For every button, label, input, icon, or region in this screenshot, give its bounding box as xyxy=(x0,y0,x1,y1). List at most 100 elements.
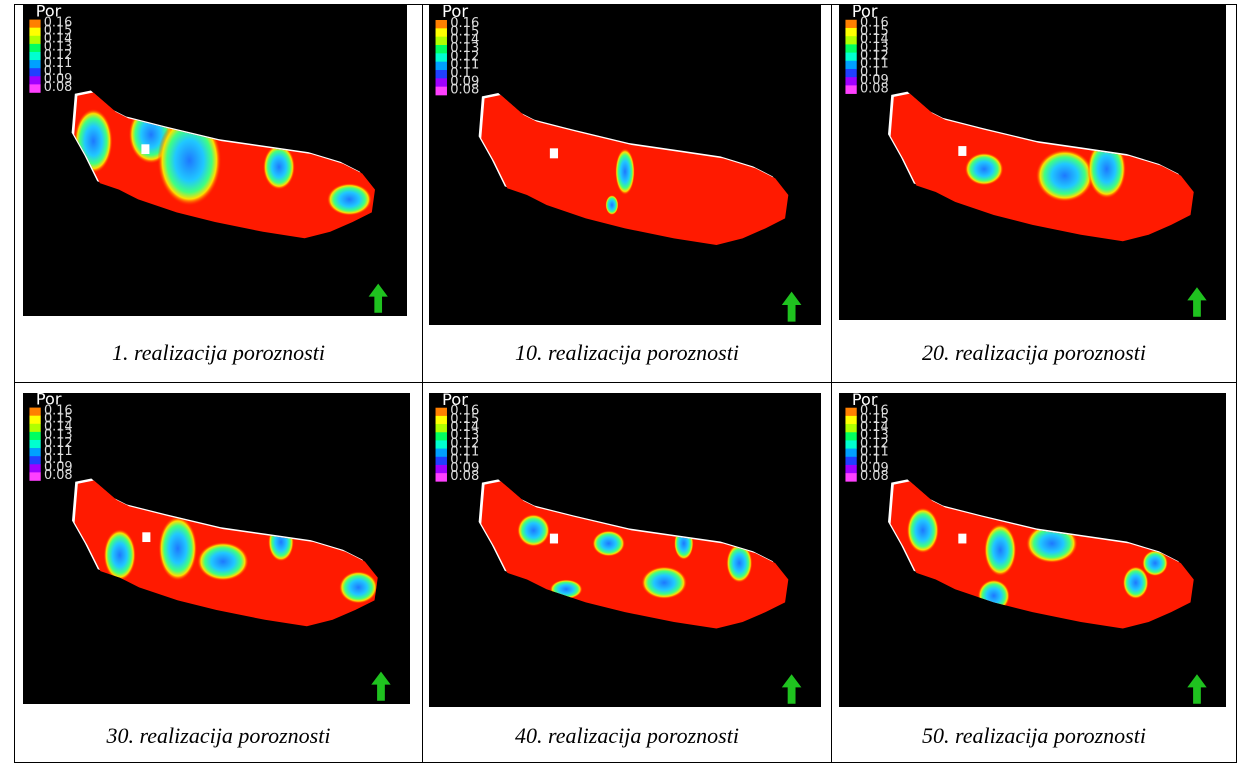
porosity-blob xyxy=(74,108,113,174)
realizations-table: Por 0.16 0.15 0.14 0.13 0.12 0.11 0.1 0.09 0.08 1… xyxy=(14,4,1237,763)
legend-tick: 0.14 xyxy=(44,32,72,47)
legend-tick: 0.13 xyxy=(860,428,889,443)
porosity-map-6: Por 0.16 0.15 0.14 0.13 0.12 0.11 0.1 0.09 0.08 xyxy=(839,393,1226,707)
legend-title: Por xyxy=(36,5,62,21)
caption-2: 10. realizacija poroznosti xyxy=(515,340,739,365)
porosity-blob xyxy=(592,530,625,557)
porosity-blob xyxy=(641,566,688,600)
legend-tick: 0.09 xyxy=(860,461,889,476)
north-arrow-icon xyxy=(1187,674,1207,704)
porosity-blob xyxy=(1180,152,1194,173)
north-arrow-icon xyxy=(781,291,802,322)
well-marker xyxy=(958,533,967,544)
legend-tick: 0.16 xyxy=(860,16,889,31)
legend-tick: 0.08 xyxy=(450,469,479,484)
legend-tick: 0.11 xyxy=(44,56,72,71)
legend-tick: 0.15 xyxy=(450,412,479,427)
legend-tick: 0.12 xyxy=(44,436,73,451)
reservoir-body xyxy=(481,95,789,245)
porosity-blob xyxy=(964,152,1004,186)
north-arrow-icon xyxy=(368,283,388,313)
porosity-map-4: Por 0.16 0.15 0.14 0.13 0.12 0.11 0.1 0.09 0.08 xyxy=(23,393,410,704)
legend-tick: 0.1 xyxy=(450,66,471,81)
porosity-blob xyxy=(984,523,1017,577)
porosity-blob xyxy=(1142,550,1168,577)
legend-tick: 0.11 xyxy=(44,444,73,459)
legend-tick: 0.1 xyxy=(44,64,64,79)
porosity-map-5: Por 0.16 0.15 0.14 0.13 0.12 0.11 0.1 0.09 0.08 xyxy=(429,393,821,707)
legend-tick: 0.15 xyxy=(44,411,73,426)
porosity-blob xyxy=(906,507,939,554)
panel-cell-4: Por 0.16 0.15 0.14 0.13 0.12 0.11 0.1 0.09 0.08 3… xyxy=(14,382,423,763)
legend-tick: 0.1 xyxy=(44,452,64,467)
well-marker xyxy=(549,533,559,544)
panel-cell-2: Por 0.16 0.15 0.14 0.13 0.12 0.11 0.1 0.09 0.08 1… xyxy=(422,4,832,383)
legend-tick: 0.15 xyxy=(450,24,479,39)
north-arrow-icon xyxy=(781,674,802,704)
panel-cell-1: Por 0.16 0.15 0.14 0.13 0.12 0.11 0.1 0.09 0.08 1… xyxy=(14,4,423,383)
porosity-blob xyxy=(517,514,550,547)
legend-tick: 0.11 xyxy=(450,58,479,73)
porosity-blob xyxy=(1122,566,1149,600)
caption-5: 40. realizacija poroznosti xyxy=(515,723,739,748)
porosity-blob xyxy=(1035,149,1094,202)
legend-tick: 0.09 xyxy=(44,72,72,87)
north-arrow-icon xyxy=(371,671,391,701)
panel-cell-5: Por 0.16 0.15 0.14 0.13 0.12 0.11 0.1 0.09 0.08 4… xyxy=(422,382,832,763)
legend-tick: 0.14 xyxy=(860,420,889,435)
north-arrow-icon xyxy=(1187,287,1207,317)
legend-tick: 0.16 xyxy=(450,16,479,31)
porosity-blob xyxy=(103,529,136,581)
legend-tick: 0.12 xyxy=(44,48,72,63)
legend-tick: 0.12 xyxy=(450,49,479,64)
legend-tick: 0.13 xyxy=(44,40,72,55)
porosity-blob xyxy=(549,579,583,600)
legend-tick: 0.15 xyxy=(44,23,72,38)
caption-1: 1. realizacija poroznosti xyxy=(112,340,325,365)
panel-cell-3: Por 0.16 0.15 0.14 0.13 0.12 0.11 0.1 0.09 0.08 2… xyxy=(831,4,1237,383)
legend-tick: 0.08 xyxy=(450,83,479,98)
legend-title: Por xyxy=(36,393,62,409)
porosity-blob xyxy=(674,527,694,560)
legend-tick: 0.1 xyxy=(860,453,881,468)
legend-tick: 0.15 xyxy=(860,24,889,39)
porosity-map-3: Por 0.16 0.15 0.14 0.13 0.12 0.11 0.1 0.09 0.08 xyxy=(839,5,1226,320)
well-marker xyxy=(141,144,150,155)
porosity-blob xyxy=(197,542,249,581)
legend-tick: 0.13 xyxy=(860,40,889,55)
caption-6: 50. realizacija poroznosti xyxy=(922,723,1146,748)
reservoir-body xyxy=(74,92,375,239)
well-marker xyxy=(142,532,151,543)
well-marker xyxy=(549,148,559,159)
legend-title: Por xyxy=(852,393,878,409)
legend-tick: 0.16 xyxy=(44,15,72,30)
legend-tick: 0.16 xyxy=(44,403,73,418)
porosity-blob xyxy=(615,148,635,195)
porosity-blob xyxy=(605,195,619,215)
legend-tick: 0.1 xyxy=(450,453,471,468)
legend-tick: 0.11 xyxy=(450,444,479,459)
caption-4: 30. realizacija poroznosti xyxy=(106,723,331,748)
legend-tick: 0.14 xyxy=(860,32,889,47)
porosity-blob xyxy=(726,543,753,583)
well-marker xyxy=(958,146,967,156)
legend-title: Por xyxy=(442,393,468,409)
legend-tick: 0.08 xyxy=(860,81,889,96)
legend-tick: 0.11 xyxy=(860,57,889,72)
legend-tick: 0.12 xyxy=(450,436,479,451)
legend-title: Por xyxy=(852,5,878,21)
legend-tick: 0.12 xyxy=(860,48,889,63)
porosity-blob xyxy=(158,516,198,581)
legend-title: Por xyxy=(442,5,468,21)
legend-tick: 0.12 xyxy=(860,436,889,451)
legend-tick: 0.09 xyxy=(860,73,889,88)
porosity-blob xyxy=(339,571,378,604)
porosity-blob xyxy=(157,115,222,206)
legend-tick: 0.14 xyxy=(450,420,479,435)
